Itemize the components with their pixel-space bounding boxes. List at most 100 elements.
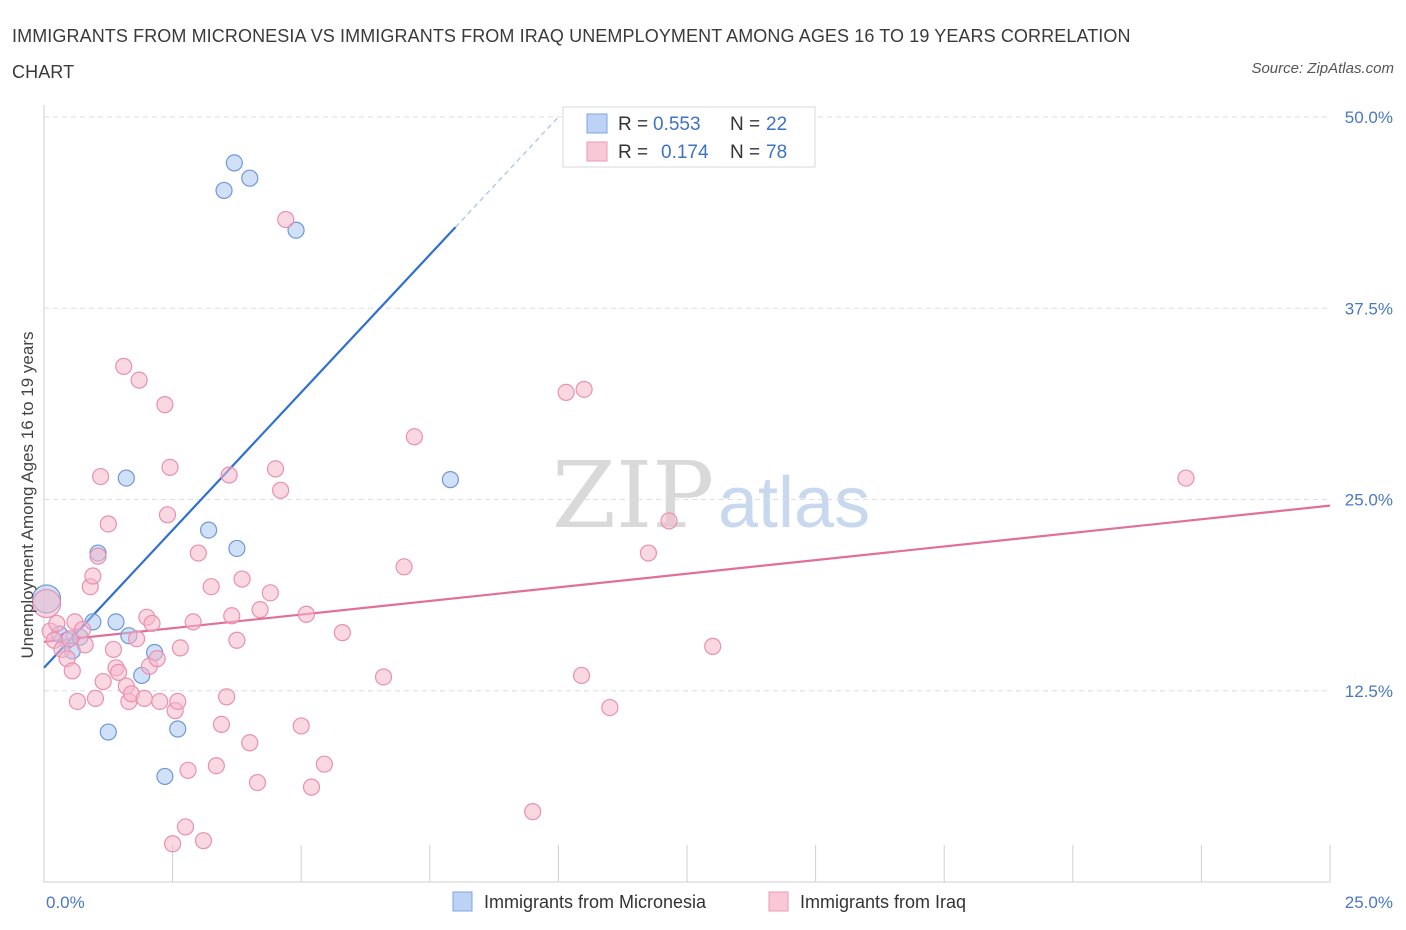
iraq-point — [220, 466, 238, 484]
iraq-point — [31, 588, 62, 619]
legend-r-value-micronesia: 0.553 — [653, 114, 701, 135]
micronesia-point — [169, 720, 187, 738]
watermark-atlas: atlas — [718, 463, 870, 543]
iraq-point — [277, 210, 295, 229]
x-tick-labels: 0.0% 25.0% — [46, 893, 1393, 912]
iraq-point — [207, 757, 225, 775]
iraq-point — [143, 614, 161, 633]
iraq-point — [292, 717, 310, 735]
iraq-point — [135, 689, 153, 708]
iraq-point — [89, 547, 107, 565]
iraq-point — [395, 558, 413, 576]
iraq-point — [179, 761, 197, 779]
source-note: Source: ZipAtlas.com — [1251, 60, 1394, 77]
micronesia-point — [215, 181, 233, 200]
legend-swatch-micronesia — [586, 113, 608, 134]
iraq-point — [164, 835, 182, 853]
iraq-point — [272, 481, 290, 499]
iraq-point — [297, 605, 315, 623]
watermark: ZIP atlas — [552, 442, 870, 549]
iraq-point — [104, 640, 123, 659]
iraq-point — [109, 663, 128, 681]
legend-r-label-2: R = — [618, 142, 648, 163]
iraq-point — [169, 692, 187, 711]
iraq-point — [302, 778, 321, 796]
legend-r-label-1: R = — [618, 114, 648, 135]
micronesia-point — [156, 767, 174, 786]
iraq-point — [266, 460, 285, 478]
iraq-point — [228, 631, 246, 649]
iraq-point — [704, 637, 722, 655]
iraq-point — [161, 458, 179, 476]
iraq-point — [524, 803, 542, 821]
gridlines — [44, 116, 1330, 692]
chart-title: IMMIGRANTS FROM MICRONESIA VS IMMIGRANTS… — [12, 26, 1131, 82]
micronesia-point — [225, 154, 243, 172]
iraq-point — [127, 630, 146, 648]
iraq-point — [151, 692, 169, 711]
y-tick-label: 37.5% — [1345, 299, 1393, 318]
legend-n-label-2: N = — [730, 142, 760, 163]
iraq-point — [212, 715, 231, 734]
micronesia-point — [228, 539, 246, 558]
iraq-point — [601, 698, 619, 717]
micronesia-point — [99, 723, 117, 741]
iraq-point — [176, 818, 195, 836]
legend-n-value-micronesia: 22 — [766, 114, 787, 135]
iraq-point — [86, 689, 105, 708]
iraq-point — [63, 662, 81, 680]
trend-lines — [43, 116, 1331, 669]
y-tick-labels: 12.5% 25.0% 37.5% 50.0% — [1345, 108, 1393, 701]
trend-line-micronesia-extension — [455, 116, 559, 228]
iraq-point — [218, 688, 236, 706]
micronesia-point — [287, 221, 305, 239]
iraq-point — [241, 734, 259, 752]
y-tick-label: 25.0% — [1345, 491, 1393, 510]
y-axis-label: Unemployment Among Ages 16 to 19 years — [18, 332, 37, 659]
iraq-point — [660, 512, 678, 530]
iraq-point — [130, 371, 148, 389]
iraq-point — [557, 383, 575, 401]
iraq-point — [202, 578, 220, 596]
series-label-iraq: Immigrants from Iraq — [800, 892, 966, 912]
iraq-point — [315, 755, 333, 773]
iraq-point — [333, 624, 351, 642]
iraq-point — [1177, 469, 1195, 487]
series-swatch-micronesia — [452, 891, 473, 912]
iraq-point — [171, 639, 189, 657]
trend-line-iraq — [43, 504, 1331, 643]
iraq-point — [76, 636, 94, 654]
iraq-point — [194, 832, 213, 850]
iraq-point — [148, 650, 166, 668]
iraq-point — [91, 467, 110, 486]
iraq-point — [184, 613, 202, 631]
y-tick-label: 12.5% — [1345, 682, 1393, 701]
iraq-point — [99, 515, 117, 533]
micronesia-point — [441, 471, 459, 489]
iraq-point — [233, 570, 251, 588]
micronesia-point — [107, 613, 125, 631]
axes — [43, 105, 1331, 883]
legend-n-label-1: N = — [730, 114, 760, 135]
iraq-point — [84, 567, 102, 585]
iraq-point — [374, 668, 393, 686]
iraq-point — [261, 584, 279, 602]
x-tick-label: 25.0% — [1345, 893, 1393, 912]
iraq-point — [572, 666, 591, 685]
iraq-point — [115, 357, 133, 375]
points-iraq — [31, 210, 1195, 853]
iraq-point — [48, 614, 66, 633]
micronesia-point — [200, 521, 218, 539]
iraq-point — [248, 773, 267, 792]
iraq-point — [61, 630, 79, 648]
micronesia-point — [117, 469, 135, 487]
iraq-point — [156, 396, 174, 414]
iraq-point — [68, 692, 87, 711]
legend-n-value-iraq: 78 — [766, 142, 787, 163]
iraq-point — [73, 620, 92, 639]
iraq-point — [251, 601, 269, 619]
trend-line-micronesia — [43, 226, 457, 669]
series-swatch-iraq — [768, 891, 789, 912]
y-tick-label: 50.0% — [1345, 108, 1393, 127]
